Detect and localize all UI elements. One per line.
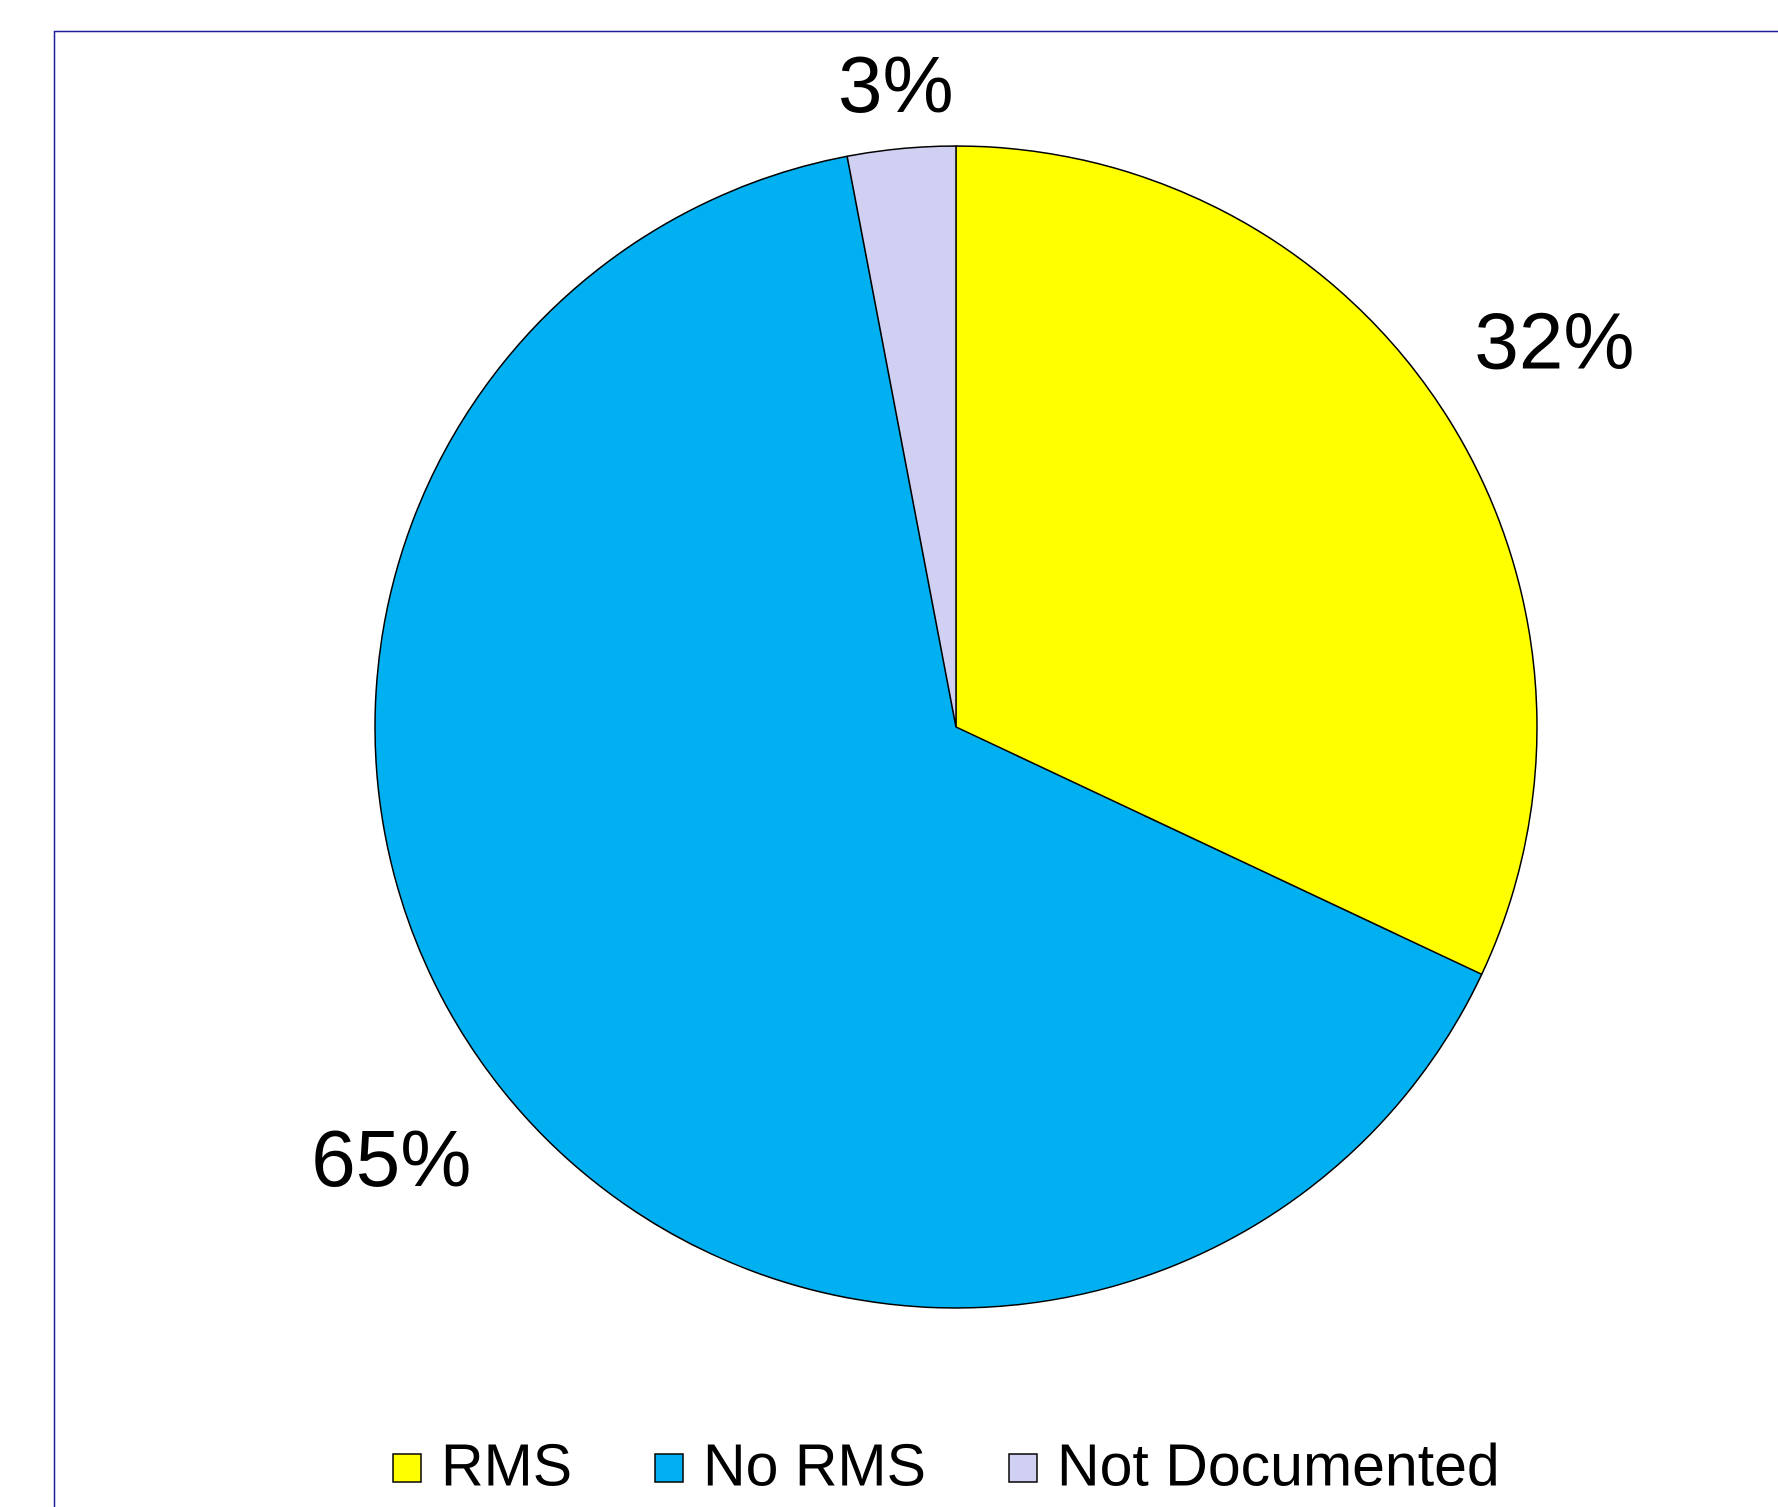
legend-label: No RMS — [703, 1433, 926, 1499]
legend-label: Not Documented — [1057, 1433, 1500, 1499]
pie-slice — [846, 145, 957, 728]
legend-swatch — [1008, 1453, 1038, 1483]
pie-slice — [374, 155, 1483, 1309]
value-label: 65% — [311, 1114, 471, 1203]
legend-swatch — [392, 1453, 422, 1483]
value-label: 32% — [1474, 296, 1634, 385]
value-label: 3% — [838, 40, 954, 129]
legend-swatch — [654, 1453, 684, 1483]
pie-slice — [955, 145, 1538, 976]
legend-label: RMS — [441, 1433, 572, 1499]
